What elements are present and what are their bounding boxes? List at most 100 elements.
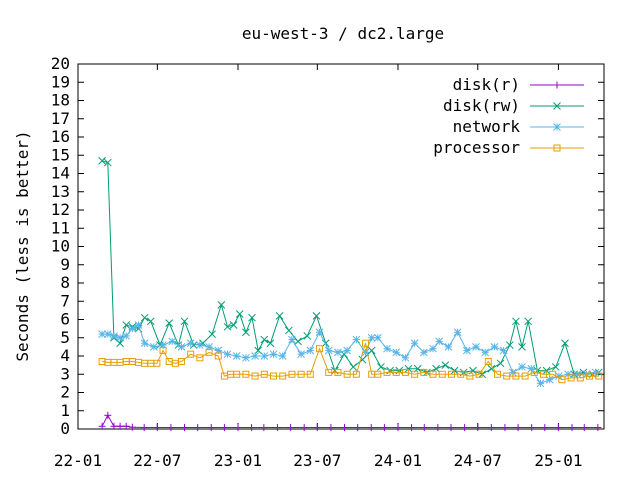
y-tick-label: 15	[51, 145, 70, 164]
data-point	[472, 343, 480, 351]
data-point	[334, 368, 342, 376]
data-point	[420, 368, 428, 376]
data-point	[223, 350, 232, 359]
data-point	[549, 370, 557, 378]
series-line	[101, 160, 599, 375]
data-point	[187, 350, 195, 358]
data-point	[260, 335, 269, 344]
data-point	[269, 350, 278, 359]
data-point	[429, 344, 437, 353]
legend-swatch-marker	[553, 144, 561, 152]
data-point	[441, 361, 450, 369]
data-point	[208, 330, 216, 338]
y-tick-label: 20	[51, 54, 70, 73]
data-point	[153, 359, 161, 367]
data-point	[122, 332, 131, 340]
data-point	[248, 424, 256, 432]
data-point	[541, 424, 549, 432]
y-tick-label: 4	[60, 346, 70, 365]
legend-swatch-marker	[553, 81, 561, 89]
data-point	[475, 370, 483, 378]
data-point	[554, 424, 562, 432]
data-point	[303, 332, 312, 340]
data-point	[501, 424, 509, 432]
data-point	[434, 424, 442, 432]
data-point	[573, 370, 582, 379]
y-tick-label: 0	[60, 419, 70, 438]
data-point	[410, 339, 419, 348]
data-point	[297, 370, 305, 378]
data-point	[306, 346, 315, 355]
data-point	[527, 364, 536, 373]
data-point	[288, 335, 296, 344]
y-tick-label: 7	[60, 291, 70, 310]
data-point	[294, 337, 302, 346]
legend-swatch-marker	[553, 123, 561, 131]
data-point	[116, 339, 124, 348]
data-point	[122, 321, 131, 329]
data-point	[528, 424, 536, 432]
data-point	[447, 370, 455, 378]
data-point	[220, 424, 228, 432]
data-point	[196, 341, 204, 349]
legend-label: network	[453, 117, 521, 136]
data-point	[343, 346, 351, 355]
y-tick-label: 17	[51, 109, 70, 128]
data-point	[420, 424, 428, 432]
data-point	[576, 374, 584, 382]
data-point	[207, 424, 215, 432]
y-tick-label: 5	[60, 328, 70, 347]
data-point	[153, 424, 161, 432]
data-point	[98, 422, 106, 430]
data-point	[181, 424, 189, 432]
data-point	[260, 424, 268, 432]
x-tick-label: 24-01	[374, 451, 422, 470]
data-point	[242, 370, 250, 378]
data-point	[242, 328, 250, 337]
x-tick-label: 23-07	[293, 451, 341, 470]
y-tick-label: 3	[60, 364, 70, 383]
data-point	[518, 363, 526, 371]
data-point	[327, 424, 335, 432]
data-point	[233, 370, 241, 378]
data-point	[159, 347, 167, 355]
data-point	[194, 424, 202, 432]
data-point	[401, 368, 409, 376]
data-point	[128, 324, 137, 333]
data-point	[278, 352, 287, 360]
data-point	[466, 372, 474, 380]
data-point	[248, 313, 256, 322]
data-point	[354, 424, 362, 432]
data-point	[205, 348, 213, 356]
data-point	[260, 352, 269, 360]
data-point	[149, 343, 158, 351]
legend-label: disk(r)	[453, 75, 520, 94]
data-point	[116, 333, 124, 342]
series-processor	[98, 339, 603, 384]
data-point	[146, 317, 155, 326]
y-tick-label: 9	[60, 255, 70, 274]
data-point	[251, 352, 259, 360]
legend: disk(r) disk(rw) network processor	[433, 75, 584, 157]
data-point	[530, 368, 538, 376]
x-tick-label: 23-01	[214, 451, 262, 470]
data-point	[352, 370, 360, 378]
data-point	[352, 335, 361, 344]
data-point	[110, 332, 118, 340]
data-point	[383, 368, 391, 376]
y-tick-label: 10	[51, 237, 70, 256]
data-point	[392, 348, 401, 357]
data-point	[98, 156, 106, 165]
data-point	[104, 411, 112, 419]
data-point	[234, 424, 242, 432]
data-point	[217, 301, 226, 309]
data-point	[373, 333, 382, 342]
data-point	[567, 374, 575, 382]
x-tick-label: 22-01	[54, 451, 102, 470]
data-point	[167, 424, 175, 432]
data-point	[518, 343, 526, 351]
data-point	[447, 424, 455, 432]
data-point	[186, 339, 195, 348]
data-point	[313, 424, 321, 432]
y-axis-label: Seconds (less is better)	[13, 130, 32, 361]
